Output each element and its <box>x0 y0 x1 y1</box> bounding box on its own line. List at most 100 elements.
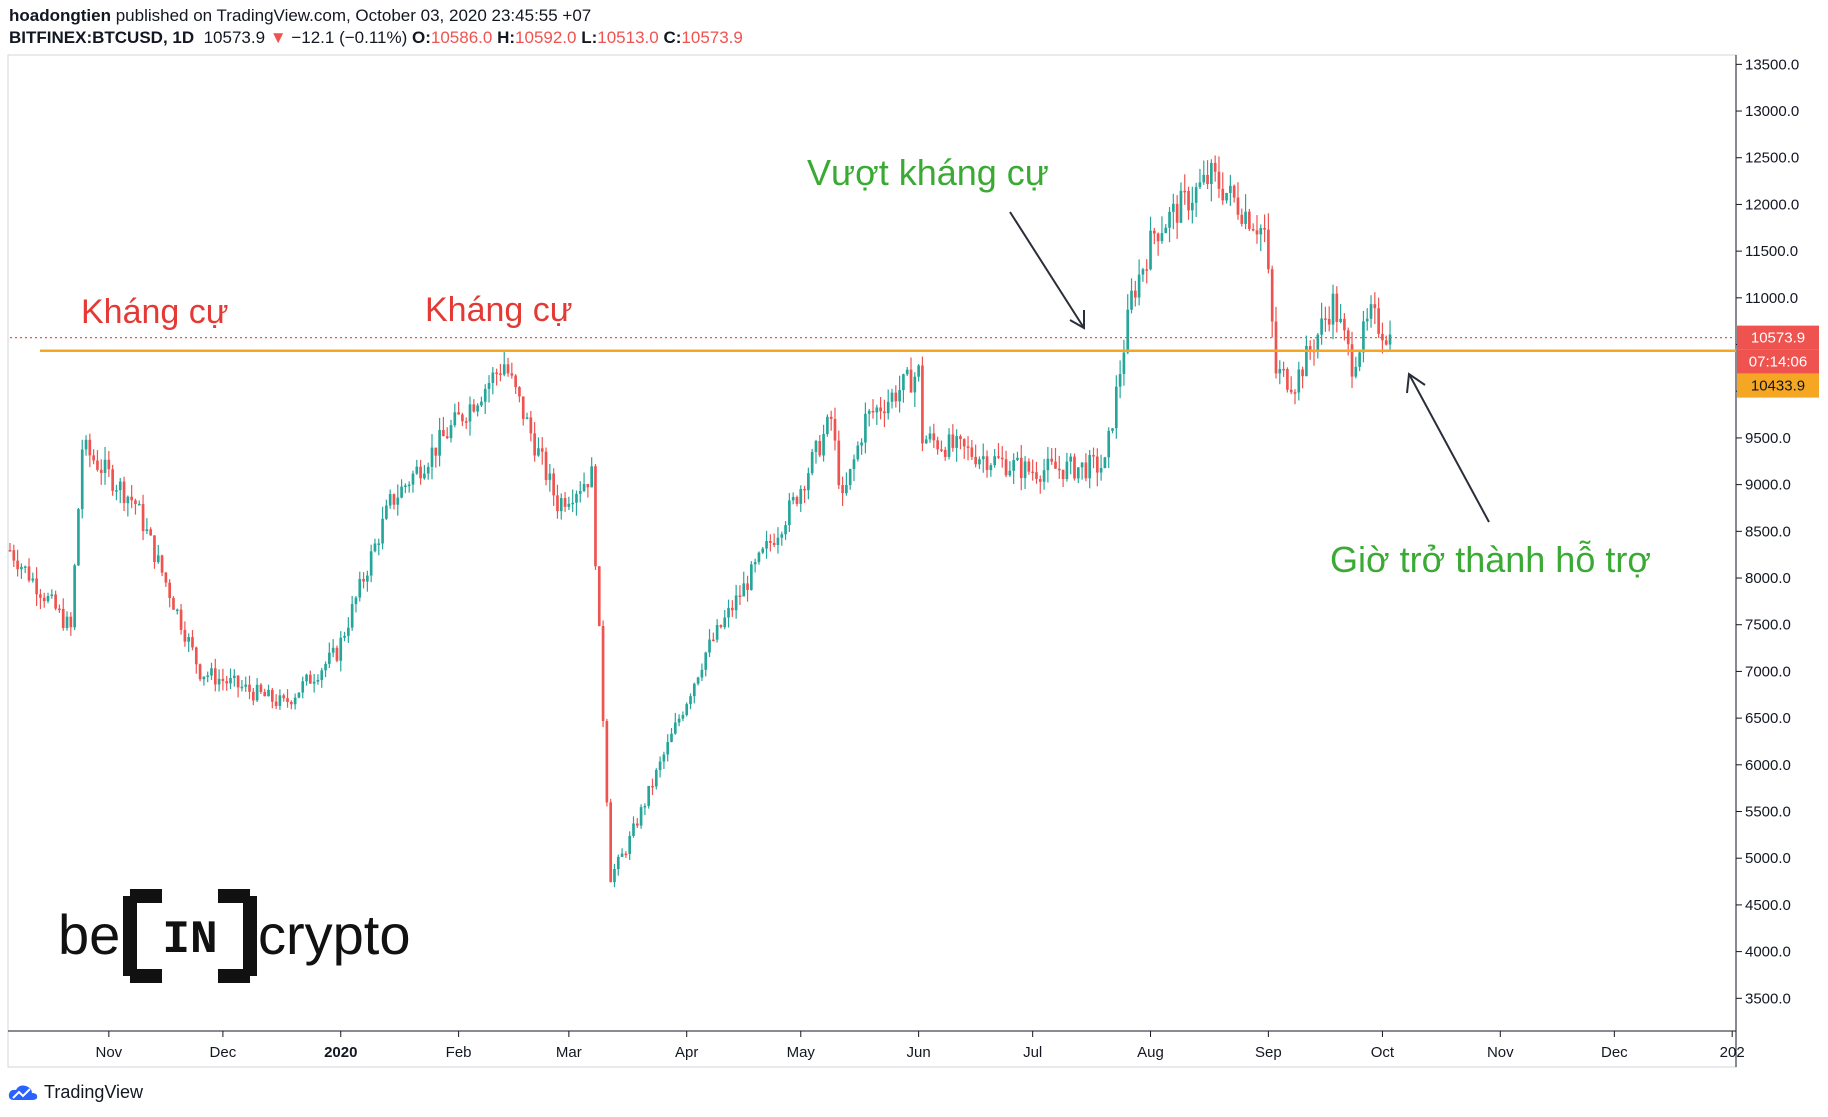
last-price-label: 10573.9 <box>1751 330 1805 347</box>
candle <box>415 459 419 475</box>
candle <box>12 544 16 567</box>
candle <box>807 467 810 500</box>
price-tick-label: 4000.0 <box>1745 944 1791 961</box>
close-value: 10573.9 <box>681 28 743 47</box>
candle <box>974 444 977 468</box>
candle <box>537 437 540 457</box>
candle <box>978 456 981 469</box>
candle <box>206 671 210 683</box>
tradingview-footer[interactable]: TradingView <box>8 1082 143 1103</box>
ohlc-legend: BITFINEX:BTCUSD, 1D 10573.9 ▼ −12.1 (−0.… <box>9 28 743 48</box>
price-axis[interactable]: 13500.0 13000.0 12500.0 12000.0 11500.0 11000… <box>1736 56 1799 1007</box>
candle <box>1350 331 1354 389</box>
candle <box>510 362 514 379</box>
candle <box>632 816 635 838</box>
candle <box>898 375 901 413</box>
price-labels: 10573.9 07:14:06 10433.9 <box>1737 325 1819 398</box>
candle <box>487 375 491 403</box>
candle <box>31 572 35 583</box>
candle <box>609 798 613 883</box>
candle <box>1050 448 1054 465</box>
candle <box>989 463 993 477</box>
candle <box>20 563 23 579</box>
candle <box>1130 278 1133 314</box>
candle <box>962 438 966 459</box>
candle <box>1046 446 1050 483</box>
candle <box>951 424 955 452</box>
candle <box>738 585 742 606</box>
candle <box>366 570 369 592</box>
candle <box>1149 216 1152 271</box>
candle <box>244 676 248 692</box>
candle <box>506 357 510 377</box>
annotation-resistance-2: Kháng cự <box>425 291 573 329</box>
candle <box>442 416 445 437</box>
price-tick-label: 6500.0 <box>1745 710 1791 727</box>
candle <box>1183 174 1187 205</box>
candle <box>179 604 183 635</box>
candle <box>160 554 164 577</box>
candle <box>651 778 654 796</box>
price-tick-label: 12000.0 <box>1745 196 1799 213</box>
candle <box>438 417 441 467</box>
candle <box>575 490 578 516</box>
candle <box>753 558 757 573</box>
time-tick-label: Nov <box>96 1044 123 1061</box>
time-tick-label: May <box>787 1044 816 1061</box>
candle <box>601 620 605 728</box>
candle <box>704 651 708 677</box>
author-name[interactable]: hoadongtien <box>9 6 111 25</box>
candle <box>921 356 924 452</box>
candle <box>940 440 943 452</box>
open-value: 10586.0 <box>430 28 493 47</box>
candle <box>582 472 586 493</box>
candle <box>1164 224 1168 234</box>
candle <box>270 688 274 709</box>
candle <box>1122 339 1126 386</box>
candle <box>1092 447 1095 469</box>
candle <box>46 592 50 604</box>
candle <box>1354 356 1358 379</box>
candle <box>799 485 803 512</box>
candle <box>210 662 213 680</box>
candle <box>137 500 141 506</box>
time-axis[interactable]: Nov Dec 2020 Feb Mar Apr May Jun Jul Aug Sep Oct Nov… <box>96 1031 1745 1061</box>
candle <box>373 538 377 553</box>
candle <box>61 598 65 631</box>
candle <box>134 498 137 515</box>
candle <box>1274 306 1278 379</box>
candle <box>1362 310 1365 363</box>
candle <box>407 481 411 493</box>
candle <box>928 426 932 443</box>
candle <box>917 364 920 382</box>
candle <box>259 683 263 695</box>
candle <box>42 592 46 608</box>
candle <box>73 563 76 631</box>
symbol-label[interactable]: BITFINEX:BTCUSD, 1D <box>9 28 195 47</box>
candle <box>202 676 206 686</box>
candle <box>107 450 111 477</box>
candle <box>115 484 118 501</box>
candle <box>970 440 974 461</box>
arrow-to-support <box>1406 372 1490 523</box>
candle <box>765 530 768 559</box>
candle <box>1004 450 1008 478</box>
candle <box>556 484 559 519</box>
candle <box>1221 172 1225 205</box>
candle <box>639 804 643 829</box>
candle <box>1175 195 1179 239</box>
candle <box>1251 223 1255 232</box>
candle <box>1012 453 1015 485</box>
candle <box>643 803 647 815</box>
candle <box>715 619 719 643</box>
annotation-support: Giờ trở thành hỗ trợ <box>1330 539 1651 580</box>
candle <box>297 692 301 699</box>
candle <box>548 464 552 492</box>
candle <box>1198 168 1202 190</box>
candle <box>681 711 685 722</box>
logo-text-left: be <box>58 903 120 966</box>
time-tick-label: 2020 <box>324 1044 357 1061</box>
candle <box>267 684 270 697</box>
candle <box>499 363 502 382</box>
